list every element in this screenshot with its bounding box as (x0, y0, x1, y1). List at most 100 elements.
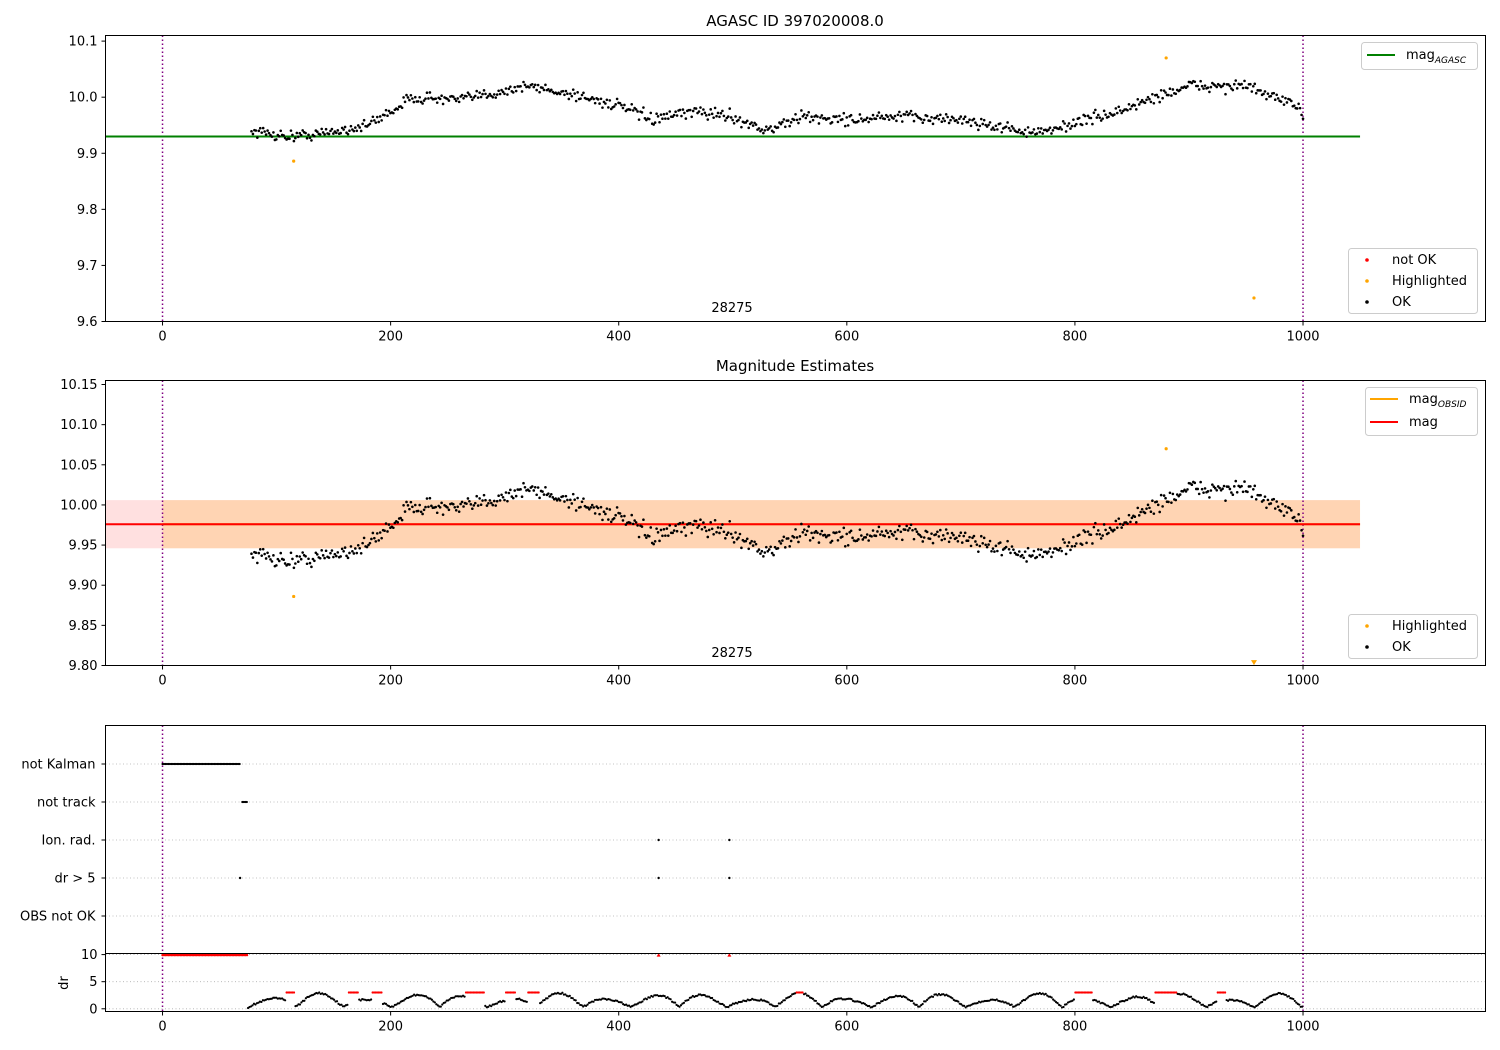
dr-point-333 (740, 1000, 743, 1003)
magnitude-ok-point-232 (589, 506, 593, 509)
agasc-ok-point-566 (1077, 116, 1081, 120)
magnitude-ok-point-68 (349, 545, 353, 548)
agasc-ok-point-30 (294, 136, 297, 140)
magnitude-ok-point-655 (1208, 496, 1211, 499)
magnitude-ok-point-114 (416, 509, 420, 513)
dr-point-362 (783, 999, 786, 1002)
magnitude-ok-point-454 (914, 527, 917, 531)
dr-point-33 (295, 1004, 299, 1007)
magnitude-ok-point-220 (571, 492, 575, 496)
dr-point-288 (673, 1001, 677, 1004)
magnitude-ok-point-479 (950, 531, 954, 535)
magnitude-ok-point-460 (922, 536, 926, 539)
magnitude-ok-point-210 (557, 497, 560, 500)
dr-point-202 (546, 997, 549, 1000)
magnitude-ok-point-55 (330, 549, 334, 552)
agasc-ok-point-321 (719, 111, 723, 115)
magnitude-ok-point-248 (612, 516, 616, 520)
agasc-ok-point-613 (1146, 95, 1150, 99)
agasc-ok-point-372 (794, 112, 797, 116)
magnitude-ok-point-706 (1282, 514, 1286, 517)
dr-point-90 (380, 991, 383, 994)
magnitude-ok-point-576 (1092, 525, 1096, 529)
magnitude-ok-point-420 (864, 536, 868, 539)
magnitude-ok-point-159 (482, 493, 486, 497)
agasc-ok-point-193 (532, 85, 536, 89)
magnitude-ok-point-300 (688, 522, 692, 525)
magnitude-ok-point-163 (488, 499, 492, 502)
magnitude-ok-point-452 (911, 528, 914, 532)
agasc-ok-point-67 (348, 129, 351, 133)
magnitude-ok-point-147 (465, 502, 468, 505)
magnitude-ok-point-671 (1231, 493, 1235, 496)
magnitude-ok-point-305 (696, 526, 699, 529)
agasc-ok-point-541 (1041, 132, 1044, 135)
magnitude-ok-point-421 (865, 533, 869, 536)
agasc-ok-point-12 (267, 131, 271, 135)
magnitude-ok-point-246 (609, 520, 613, 524)
dr-point-294 (682, 1001, 686, 1004)
agasc-ok-point-683 (1249, 82, 1252, 86)
magnitude-ok-point-360 (776, 546, 780, 550)
agasc-ok-point-76 (361, 122, 364, 126)
magnitude-ok-point-674 (1235, 490, 1239, 494)
agasc-ok-point-259 (628, 108, 632, 112)
agasc-ok-point-612 (1145, 98, 1148, 102)
magnitude-ok-point-161 (485, 504, 489, 507)
agasc-ok-point-285 (666, 117, 670, 120)
flag-2-point-1 (728, 838, 731, 842)
magnitude-ok-point-407 (845, 532, 849, 536)
magnitude-ok-point-197 (538, 496, 541, 500)
magnitude-ok-point-517 (1006, 539, 1009, 543)
magnitude-ok-point-654 (1206, 490, 1210, 493)
magnitude-ok-point-545 (1047, 550, 1050, 553)
agasc-ok-point-62 (340, 126, 344, 130)
agasc-ok-point-130 (440, 94, 443, 98)
magnitude-ok-point-215 (564, 494, 568, 498)
agasc-highlighted-point-2 (1252, 296, 1256, 300)
agasc-ok-point-51 (324, 127, 328, 131)
magnitude-ok-point-279 (658, 539, 661, 543)
magnitude-ok-point-311 (705, 529, 708, 533)
agasc-ok-point-545 (1047, 128, 1050, 132)
magnitude-ok-point-160 (484, 498, 487, 502)
agasc-ok-point-367 (786, 119, 790, 122)
dr-point-291 (678, 1005, 681, 1008)
magnitude-ok-point-525 (1017, 550, 1021, 553)
agasc-ok-point-486 (960, 122, 964, 125)
dr-point-587 (1117, 1002, 1120, 1006)
dr-point-383 (814, 999, 818, 1003)
agasc-ok-point-214 (563, 93, 566, 97)
magnitude-ok-point-56 (332, 555, 335, 559)
flag-label-2: Ion. rad. (42, 834, 96, 849)
magnitude-ok-point-252 (618, 512, 622, 515)
agasc-ok-point-640 (1186, 85, 1189, 88)
dr-point-686 (1264, 998, 1267, 1001)
magnitude-ok-point-442 (896, 528, 900, 532)
dr-point-159 (482, 991, 485, 994)
dr-point-543 (1052, 998, 1055, 1001)
dr-point-130 (439, 1005, 442, 1008)
agasc-ok-point-465 (930, 115, 933, 119)
magnitude-ok-point-296 (683, 526, 686, 529)
magnitude-ok-point-91 (383, 529, 386, 533)
agasc-ok-point-110 (411, 97, 414, 100)
magnitude-ok-point-362 (779, 542, 783, 545)
agasc-ok-point-7 (260, 131, 264, 134)
agasc-ok-point-517 (1006, 121, 1009, 124)
magnitude-ok-point-677 (1240, 484, 1243, 488)
agasc-ok-point-275 (652, 123, 655, 126)
dr-point-465 (936, 994, 939, 997)
dr-point-702 (1287, 995, 1290, 998)
magnitude-ok-point-157 (479, 503, 483, 507)
agasc-ok-point-187 (523, 83, 527, 87)
agasc-ok-point-284 (665, 112, 669, 116)
agasc-ok-point-402 (838, 114, 841, 118)
agasc-ok-point-553 (1058, 126, 1062, 129)
flag-label-3: dr > 5 (54, 872, 95, 887)
agasc-ok-point-135 (447, 99, 451, 102)
magnitude-ok-point-74 (358, 546, 362, 550)
dr-point-419 (868, 1004, 871, 1008)
dr-point-67 (346, 1003, 349, 1006)
magnitude-ok-point-31 (295, 554, 299, 558)
